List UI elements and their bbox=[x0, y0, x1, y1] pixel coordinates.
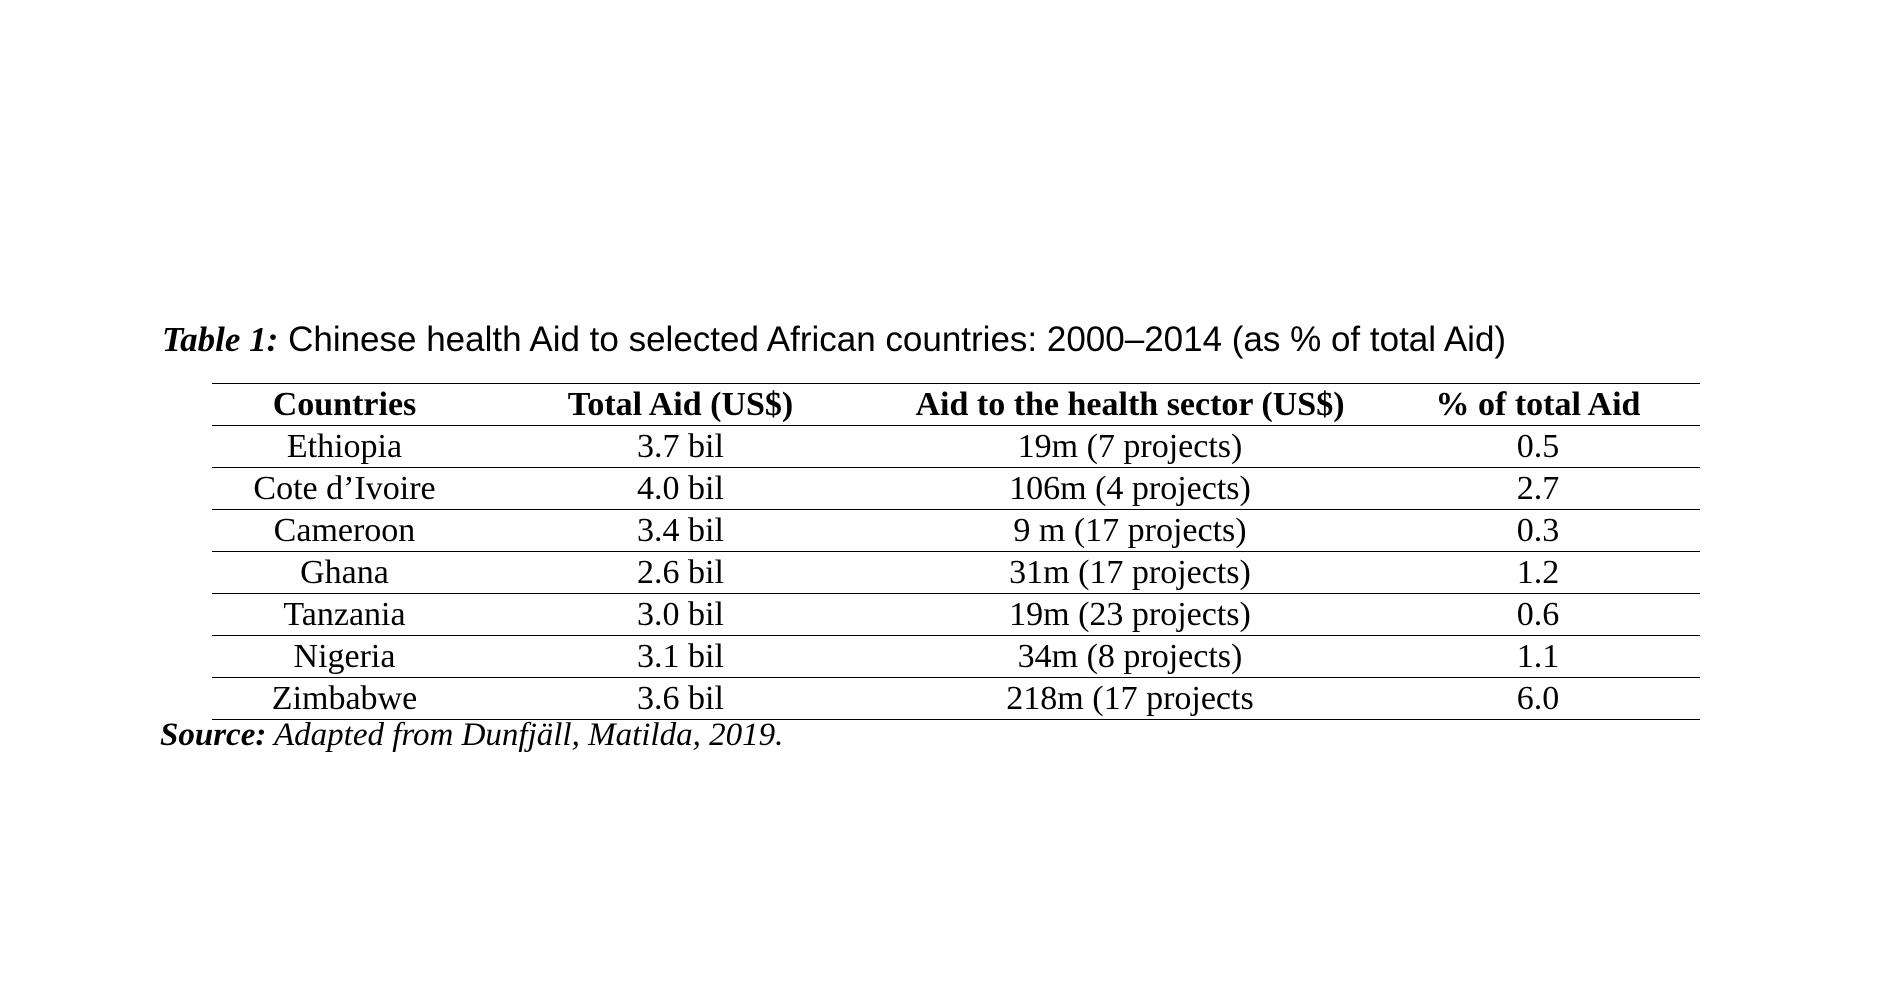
cell-total-aid: 3.1 bil bbox=[477, 635, 884, 678]
table-row: Zimbabwe 3.6 bil 218m (17 projects 6.0 bbox=[212, 677, 1700, 720]
cell-health-aid: 31m (17 projects) bbox=[884, 551, 1376, 594]
cell-total-aid: 3.4 bil bbox=[477, 509, 884, 552]
header-health-aid: Aid to the health sector (US$) bbox=[884, 383, 1376, 426]
source-text: Adapted from Dunfjäll, Matilda, 2019. bbox=[274, 717, 784, 753]
table-row: Ethiopia 3.7 bil 19m (7 projects) 0.5 bbox=[212, 425, 1700, 468]
cell-health-aid: 9 m (17 projects) bbox=[884, 509, 1376, 552]
table-row: Ghana 2.6 bil 31m (17 projects) 1.2 bbox=[212, 551, 1700, 594]
table-row: Nigeria 3.1 bil 34m (8 projects) 1.1 bbox=[212, 635, 1700, 678]
table-body: Ethiopia 3.7 bil 19m (7 projects) 0.5 Co… bbox=[212, 425, 1700, 720]
cell-total-aid: 3.0 bil bbox=[477, 593, 884, 636]
cell-health-aid: 218m (17 projects bbox=[884, 677, 1376, 720]
cell-health-aid: 106m (4 projects) bbox=[884, 467, 1376, 510]
cell-percent: 2.7 bbox=[1376, 467, 1700, 510]
table-caption-label: Table 1: bbox=[162, 320, 279, 359]
cell-country: Zimbabwe bbox=[212, 677, 477, 720]
cell-percent: 1.1 bbox=[1376, 635, 1700, 678]
cell-country: Ethiopia bbox=[212, 425, 477, 468]
cell-country: Nigeria bbox=[212, 635, 477, 678]
cell-health-aid: 19m (23 projects) bbox=[884, 593, 1376, 636]
cell-percent: 0.3 bbox=[1376, 509, 1700, 552]
cell-total-aid: 2.6 bil bbox=[477, 551, 884, 594]
header-countries: Countries bbox=[212, 383, 477, 426]
table-row: Tanzania 3.0 bil 19m (23 projects) 0.6 bbox=[212, 593, 1700, 636]
table-source: Source: Adapted from Dunfjäll, Matilda, … bbox=[160, 714, 783, 756]
table-row: Cameroon 3.4 bil 9 m (17 projects) 0.3 bbox=[212, 509, 1700, 552]
header-total-aid: Total Aid (US$) bbox=[477, 383, 884, 426]
table-caption-text: Chinese health Aid to selected African c… bbox=[288, 320, 1507, 359]
table-row: Cote d’Ivoire 4.0 bil 106m (4 projects) … bbox=[212, 467, 1700, 510]
cell-percent: 0.6 bbox=[1376, 593, 1700, 636]
cell-country: Ghana bbox=[212, 551, 477, 594]
cell-country: Cote d’Ivoire bbox=[212, 467, 477, 510]
header-row: Countries Total Aid (US$) Aid to the hea… bbox=[212, 383, 1700, 426]
header-percent-total: % of total Aid bbox=[1376, 383, 1700, 426]
cell-country: Cameroon bbox=[212, 509, 477, 552]
source-label: Source: bbox=[160, 717, 267, 753]
table-caption: Table 1: Chinese health Aid to selected … bbox=[162, 318, 1506, 362]
cell-health-aid: 34m (8 projects) bbox=[884, 635, 1376, 678]
cell-percent: 0.5 bbox=[1376, 425, 1700, 468]
cell-total-aid: 3.6 bil bbox=[477, 677, 884, 720]
table-header: Countries Total Aid (US$) Aid to the hea… bbox=[212, 383, 1700, 426]
cell-total-aid: 4.0 bil bbox=[477, 467, 884, 510]
cell-total-aid: 3.7 bil bbox=[477, 425, 884, 468]
cell-percent: 6.0 bbox=[1376, 677, 1700, 720]
aid-table: Countries Total Aid (US$) Aid to the hea… bbox=[212, 383, 1700, 720]
cell-country: Tanzania bbox=[212, 593, 477, 636]
cell-percent: 1.2 bbox=[1376, 551, 1700, 594]
cell-health-aid: 19m (7 projects) bbox=[884, 425, 1376, 468]
